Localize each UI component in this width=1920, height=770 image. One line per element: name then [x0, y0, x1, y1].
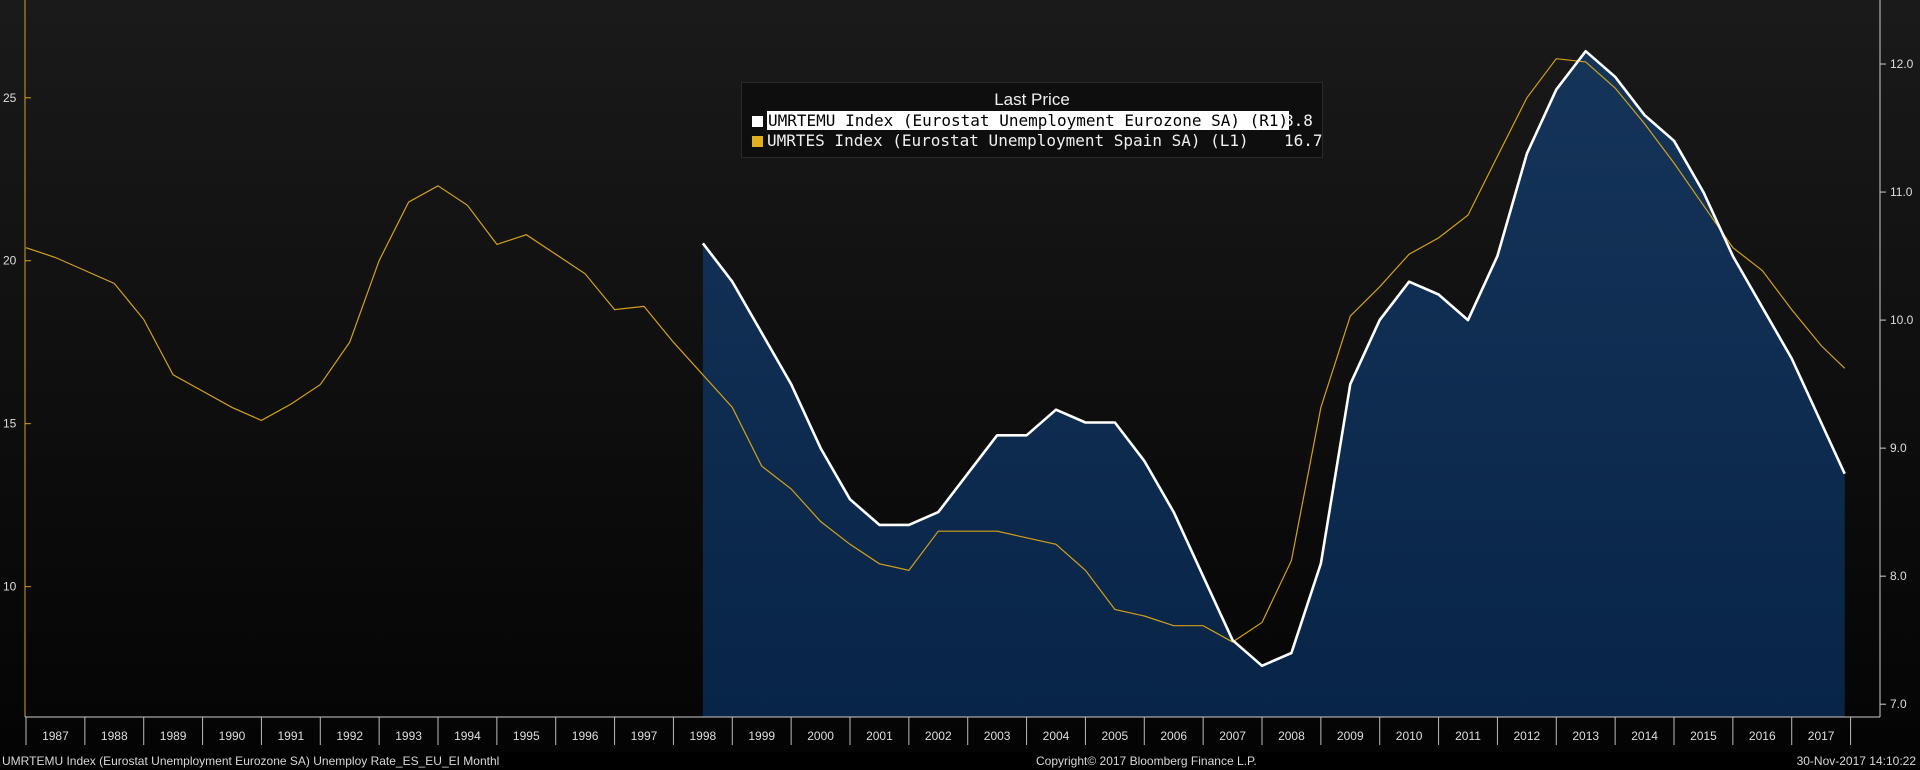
x-tick-label-2009: 2009	[1337, 729, 1364, 743]
x-tick-label-2007: 2007	[1219, 729, 1246, 743]
x-tick-label-2005: 2005	[1102, 729, 1129, 743]
right-tick-label-7.0: 7.0	[1890, 697, 1907, 711]
x-tick-label-2010: 2010	[1396, 729, 1423, 743]
x-tick-label-2017: 2017	[1808, 729, 1835, 743]
x-tick-label-1987: 1987	[42, 729, 69, 743]
x-tick-label-1997: 1997	[631, 729, 658, 743]
x-tick-label-2013: 2013	[1572, 729, 1599, 743]
right-tick-label-12.0: 12.0	[1890, 57, 1914, 71]
axis-layer	[24, 0, 1886, 745]
legend-swatch-spain	[752, 136, 763, 147]
legend: Last Price UMRTEMU Index (Eurostat Unemp…	[741, 82, 1323, 158]
x-tick-label-2004: 2004	[1043, 729, 1070, 743]
x-tick-label-1999: 1999	[748, 729, 775, 743]
x-tick-label-2002: 2002	[925, 729, 952, 743]
legend-item-eurozone[interactable]: UMRTEMU Index (Eurostat Unemployment Eur…	[752, 111, 1313, 131]
x-tick-label-2012: 2012	[1514, 729, 1541, 743]
footer-timestamp: 30-Nov-2017 14:10:22	[1796, 754, 1916, 768]
series-line-layer	[25, 49, 1846, 668]
x-tick-label-2011: 2011	[1455, 729, 1481, 743]
x-tick-label-1995: 1995	[513, 729, 540, 743]
x-tick-label-2014: 2014	[1631, 729, 1658, 743]
legend-label-eurozone: UMRTEMU Index (Eurostat Unemployment Eur…	[767, 111, 1290, 130]
footer-copyright: Copyright© 2017 Bloomberg Finance L.P.	[1036, 754, 1257, 768]
x-tick-label-2016: 2016	[1749, 729, 1776, 743]
x-tick-label-1993: 1993	[395, 729, 422, 743]
left-tick-label-20: 20	[3, 254, 17, 268]
eurozone-series-line	[701, 49, 1846, 668]
x-tick-label-1988: 1988	[101, 729, 128, 743]
x-tick-label-2000: 2000	[807, 729, 834, 743]
x-tick-label-1992: 1992	[336, 729, 363, 743]
eurozone-area-layer	[702, 51, 1845, 717]
x-tick-label-1989: 1989	[160, 729, 187, 743]
right-tick-label-11.0: 11.0	[1890, 185, 1913, 199]
x-tick-label-1996: 1996	[572, 729, 599, 743]
x-tick-label-1990: 1990	[219, 729, 246, 743]
spain-series-line	[25, 58, 1846, 643]
left-tick-label-25: 25	[3, 91, 17, 105]
right-tick-label-9.0: 9.0	[1890, 441, 1907, 455]
x-tick-label-1991: 1991	[278, 729, 305, 743]
x-tick-label-2015: 2015	[1690, 729, 1717, 743]
x-tick-label-1994: 1994	[454, 729, 481, 743]
x-tick-label-1998: 1998	[690, 729, 717, 743]
legend-swatch-eurozone	[752, 116, 763, 127]
left-tick-label-10: 10	[3, 580, 17, 594]
left-tick-label-15: 15	[3, 417, 17, 431]
legend-value-spain: 16.7	[1284, 131, 1323, 150]
x-tick-label-2006: 2006	[1160, 729, 1187, 743]
legend-title: Last Price	[994, 90, 1070, 109]
legend-item-spain[interactable]: UMRTES Index (Eurostat Unemployment Spai…	[752, 131, 1323, 151]
right-tick-label-8.0: 8.0	[1890, 569, 1907, 583]
eurozone-area	[702, 51, 1845, 717]
x-tick-label-2003: 2003	[984, 729, 1011, 743]
tick-label-layer: 10 15 20 25 7.0 8.0 9.0 10.0 11.0 12.0 1987 1988 198…	[3, 57, 1914, 743]
legend-label-spain: UMRTES Index (Eurostat Unemployment Spai…	[767, 131, 1249, 150]
x-tick-label-2008: 2008	[1278, 729, 1305, 743]
right-tick-label-10.0: 10.0	[1890, 313, 1914, 327]
x-tick-label-2001: 2001	[866, 729, 893, 743]
footer-security-description: UMRTEMU Index (Eurostat Unemployment Eur…	[2, 754, 500, 768]
legend-value-eurozone: 8.8	[1284, 111, 1313, 130]
